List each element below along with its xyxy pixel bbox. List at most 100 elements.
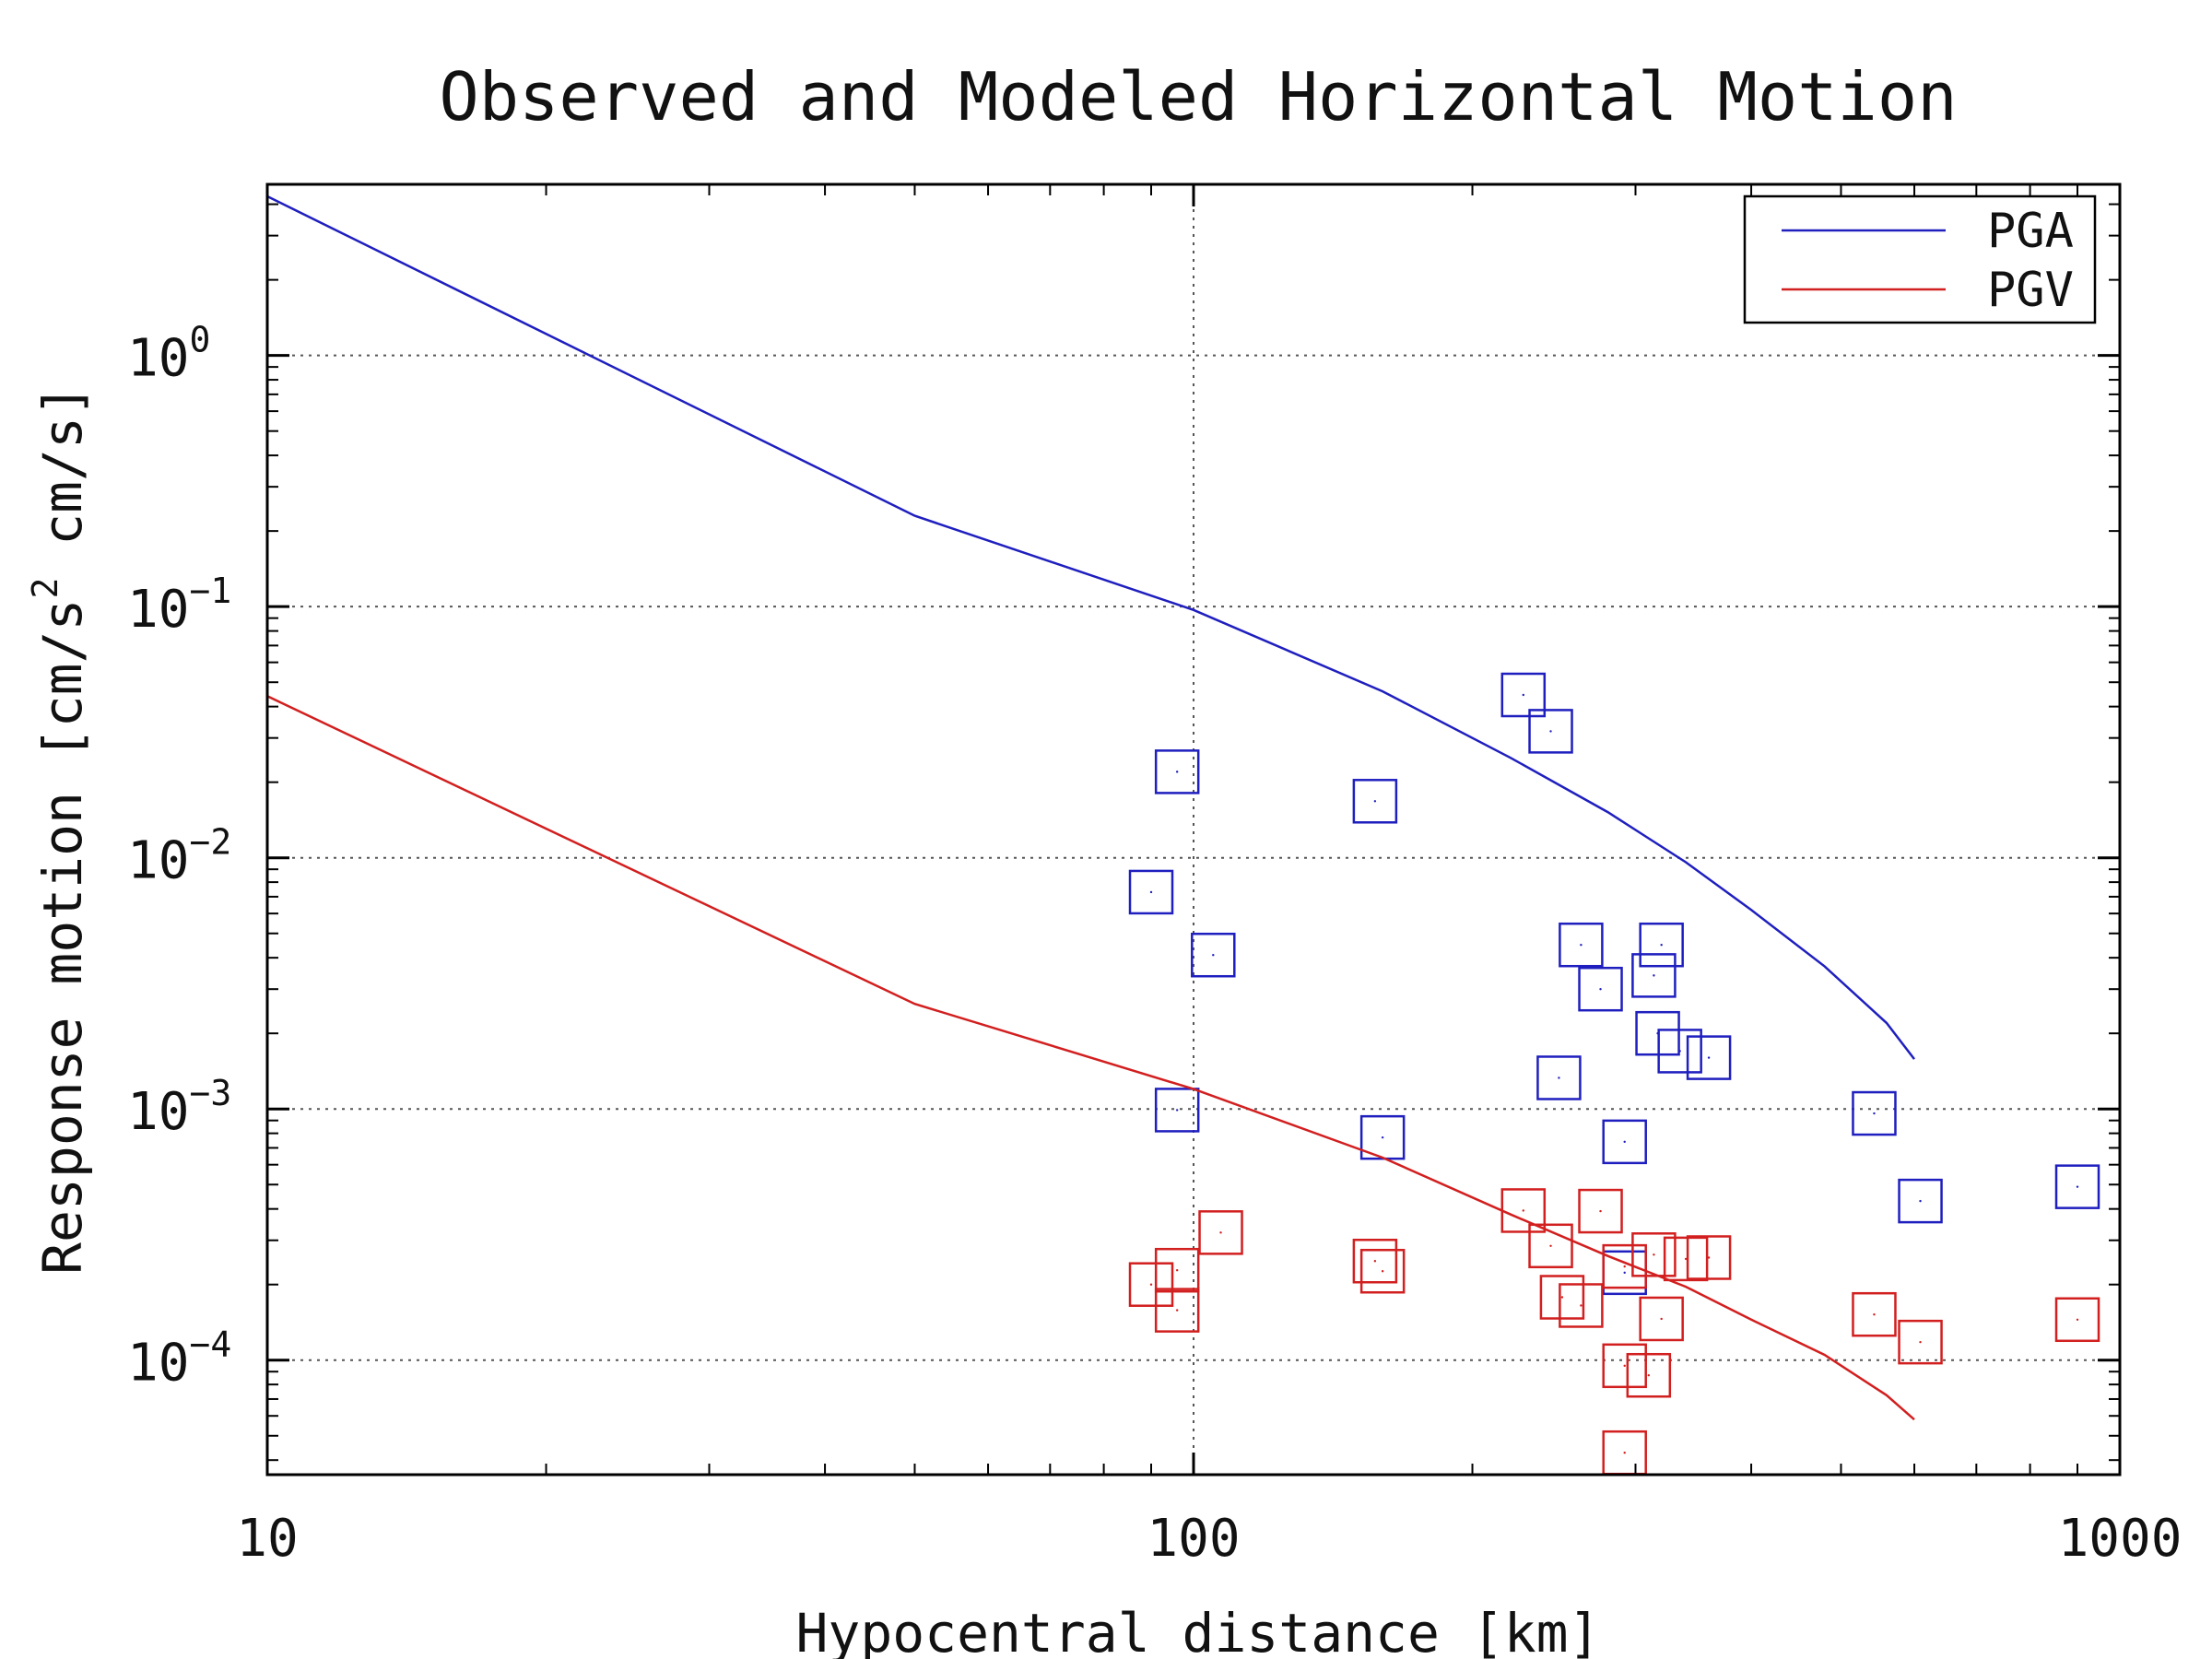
y-tick-base: 10 [127,329,189,389]
data-point-center-pgv [1623,1364,1626,1368]
data-point-pgv [1626,1352,1672,1398]
plot-frame [265,182,2122,1477]
data-point-center-pgv [1684,1257,1688,1261]
data-point-center-pga [1707,1056,1711,1059]
y-tick-label: 10−2 [127,822,231,891]
data-point-center-pgv [1175,1309,1179,1312]
data-point-pga [1686,1035,1732,1080]
data-point-pgv [1559,1283,1604,1328]
x-axis-label: Hypocentral distance [km] [796,1602,1601,1659]
data-point-pga [1852,1090,1897,1136]
grid-lines [267,184,2120,1475]
data-point-center-pgv [1175,1269,1179,1272]
data-point-pgv [1686,1235,1732,1280]
data-point-center-pgv [1373,1260,1377,1263]
series-layer [266,194,2100,1476]
legend-label-pgv: PGV [1987,263,2074,318]
y-tick-exponent: −2 [189,822,231,863]
data-point-center-pga [1149,890,1153,894]
data-point-center-pgv [1653,1253,1655,1256]
data-point-pgv [1663,1236,1709,1282]
data-point-pga [1536,1055,1582,1100]
data-point-pga [1352,779,1398,824]
y-tick-base: 10 [127,1334,189,1394]
data-point-pgv [1852,1291,1897,1337]
data-point-pgv [1639,1296,1684,1342]
data-point-center-pgv [1149,1283,1153,1286]
data-point-center-pgv [1549,1244,1552,1247]
data-point-center-pgv [1560,1296,1564,1299]
data-point-center-pgv [1219,1231,1222,1234]
data-point-center-pgv [1522,1209,1525,1212]
data-point-pga [1657,1029,1702,1074]
data-point-pgv [1359,1248,1406,1294]
data-point-center-pga [1522,693,1525,697]
data-point-pga [1128,869,1174,915]
data-point-pgv [1500,1188,1547,1233]
data-point-pga [1500,672,1547,718]
series-line-pga [266,194,1915,1060]
data-point-center-pgv [1580,1304,1583,1307]
data-point-center-pga [1381,1135,1384,1139]
data-point-pga [1559,922,1604,968]
data-point-center-pga [1919,1199,1922,1203]
data-point-center-pga [1623,1271,1626,1275]
data-point-center-pgv [1919,1340,1922,1344]
data-point-center-pga [1580,944,1583,947]
data-point-pga [1898,1178,1943,1224]
data-point-pgv [1602,1343,1647,1389]
y-tick-base: 10 [127,1082,189,1142]
data-point-center-pga [1549,730,1552,733]
data-point-pga [1631,953,1677,998]
data-point-center-pga [1660,944,1663,947]
data-point-center-pgv [1660,1317,1663,1321]
data-point-center-pga [1653,974,1655,977]
x-tick-label: 1000 [2058,1509,2183,1569]
data-point-center-pga [1558,1077,1560,1079]
data-point-pgv [1898,1319,1943,1365]
series-line-pgv [266,695,1915,1421]
data-point-pga [1602,1119,1647,1165]
data-point-center-pgv [1599,1209,1602,1213]
data-point-center-pgv [1707,1256,1711,1259]
y-tick-base: 10 [127,580,189,640]
y-tick-base: 10 [127,831,189,891]
data-point-center-pga [2076,1185,2079,1188]
x-tick-label: 100 [1147,1509,1240,1569]
data-point-pgv [1154,1288,1200,1333]
data-point-pga [2054,1164,2100,1209]
y-axis-label-superscript: 2 [25,578,65,599]
data-point-pgv [1128,1262,1174,1307]
y-tick-label: 10−3 [127,1073,231,1142]
data-point-pgv [1352,1239,1398,1284]
data-point-center-pga [1623,1140,1626,1144]
data-point-pgv [1528,1223,1573,1269]
data-point-center-pga [1873,1112,1876,1115]
data-point-center-pgv [1623,1451,1626,1454]
legend-box [1743,194,2097,324]
data-point-center-pgv [1623,1265,1626,1268]
data-point-pgv [1539,1275,1585,1320]
data-point-center-pgv [1647,1374,1651,1377]
y-axis-label-tail: cm/s] [31,384,94,578]
data-point-pga [1154,749,1200,794]
data-point-pgv [1602,1243,1647,1289]
data-point-pgv [2054,1297,2100,1343]
data-point-pga [1528,709,1573,754]
data-point-center-pgv [1381,1270,1384,1273]
y-tick-exponent: 0 [189,320,210,360]
data-point-pgv [1578,1188,1623,1234]
y-tick-label: 10−4 [127,1324,231,1394]
y-axis-label: Response motion [cm/s2 cm/s] [25,384,94,1275]
data-point-center-pgv [1873,1312,1876,1316]
data-point-center-pga [1373,800,1377,803]
data-point-pgv [1154,1247,1200,1293]
data-point-center-pga [1175,771,1179,773]
data-point-center-pga [1678,1050,1681,1053]
data-point-pga [1578,966,1623,1012]
y-tick-label: 100 [127,320,210,389]
y-axis-label-main: Response motion [cm/s [31,599,94,1275]
legend-label-pga: PGA [1987,204,2074,259]
